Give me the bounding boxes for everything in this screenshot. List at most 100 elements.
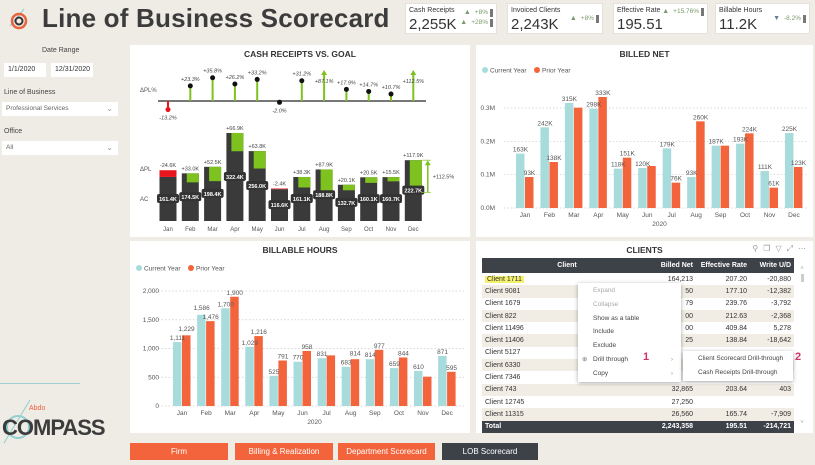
current-year-bar bbox=[438, 355, 447, 406]
column-header[interactable]: Write U/D bbox=[750, 258, 794, 273]
data-label: 831 bbox=[317, 351, 328, 358]
table-row[interactable]: Client 12745 27,250 bbox=[482, 396, 794, 408]
table-cell: -20,880 bbox=[767, 275, 791, 283]
ac-label: 132.7K bbox=[338, 201, 356, 207]
legend-label: Current Year bbox=[490, 68, 527, 75]
current-year-bar bbox=[414, 370, 423, 406]
table-row[interactable]: Client 11315 26,560 165.74 -7,909 bbox=[482, 408, 794, 421]
scrollbar[interactable]: ˄ ˅ bbox=[798, 266, 806, 426]
current-year-bar bbox=[736, 143, 745, 208]
column-header[interactable]: Client bbox=[482, 258, 655, 273]
ac-label-bg bbox=[402, 185, 425, 195]
table-cell: 26,560 bbox=[655, 408, 696, 421]
focus-mode-icon[interactable]: ⤢ bbox=[786, 244, 798, 253]
scroll-thumb[interactable] bbox=[800, 274, 804, 282]
context-menu: Expand Collapse Show as a table Include Excl… bbox=[578, 283, 681, 382]
table-cell: 239.76 bbox=[725, 300, 747, 308]
y-tick-label: 0 bbox=[155, 403, 159, 410]
submenu-item[interactable]: Client Scorecard Drill-through bbox=[683, 352, 793, 366]
menu-item-label: Exclude bbox=[593, 342, 617, 350]
pin-icon[interactable]: ⚲ bbox=[752, 244, 764, 253]
kpi-bar bbox=[701, 8, 704, 16]
scroll-up-icon[interactable]: ˄ bbox=[800, 266, 804, 272]
total-cell: -214,721 bbox=[750, 420, 794, 433]
scroll-down-icon[interactable]: ˅ bbox=[800, 420, 804, 426]
app-logo-icon bbox=[6, 6, 32, 32]
menu-item-expand[interactable]: Expand bbox=[578, 284, 681, 298]
nav-button-department-scorecard[interactable]: Department Scorecard bbox=[338, 443, 435, 460]
prior-year-bar bbox=[302, 350, 311, 406]
table-row[interactable]: Client 1711 164,213 207.20 -20,880 bbox=[482, 273, 794, 285]
ac-label-bg bbox=[380, 194, 402, 204]
billed-net-panel: BILLED NET Current Year Prior Year 0.0M 0.1… bbox=[476, 45, 813, 237]
menu-item-label: Collapse bbox=[593, 300, 619, 308]
kpi-change-value: +28% bbox=[471, 19, 488, 26]
x-tick-label: Feb bbox=[200, 410, 212, 417]
table-row[interactable]: Client 11496 00 409.84 5,278 bbox=[482, 322, 794, 334]
menu-item-exclude[interactable]: Exclude bbox=[578, 339, 681, 353]
ac-label: 116.6K bbox=[271, 203, 288, 209]
kpi-label: Invoiced Clients bbox=[511, 7, 561, 14]
nav-button-lob-scorecard[interactable]: LOB Scorecard bbox=[442, 443, 538, 460]
delta-label: +33.0K bbox=[182, 166, 200, 172]
column-header[interactable]: Billed Net bbox=[655, 258, 696, 273]
menu-item-label: Show as a table bbox=[593, 314, 640, 322]
ac-label: 322.4K bbox=[226, 175, 244, 181]
menu-item-include[interactable]: Include bbox=[578, 325, 681, 339]
month-label: Feb bbox=[185, 227, 196, 233]
menu-item-show-as-a-table[interactable]: Show as a table bbox=[578, 312, 681, 326]
data-label: 1,476 bbox=[202, 314, 219, 321]
ac-label-bg bbox=[157, 193, 179, 203]
kpi-card: Billable Hours 11.2K ▼ -8.2% bbox=[715, 3, 810, 34]
nav-button-billing-realization[interactable]: Billing & Realization bbox=[235, 443, 333, 460]
current-year-bar bbox=[221, 308, 230, 406]
x-tick-label: Feb bbox=[544, 212, 556, 219]
prior-year-bar bbox=[326, 355, 336, 406]
billable-hours-panel: BILLABLE HOURS Current Year Prior Year 0 50… bbox=[130, 241, 470, 433]
data-label: 1,111 bbox=[170, 335, 186, 342]
start-date-input[interactable]: 1/1/2020 bbox=[4, 63, 46, 77]
table-cell: 00 bbox=[685, 324, 693, 332]
column-header[interactable]: Effective Rate bbox=[696, 258, 750, 273]
more-options-icon[interactable]: ⋯ bbox=[798, 244, 811, 253]
copy-icon[interactable]: ❐ bbox=[763, 244, 776, 253]
nav-button-firm[interactable]: Firm bbox=[130, 443, 228, 460]
menu-item-drill-through[interactable]: ⊕ Drill through › bbox=[578, 353, 681, 367]
x-tick-label: Jun bbox=[297, 410, 308, 417]
submenu-item[interactable]: Cash Receipts Drill-through bbox=[683, 366, 793, 380]
current-year-bar bbox=[711, 145, 721, 208]
table-row[interactable]: Client 5127 bbox=[482, 347, 794, 359]
office-dropdown[interactable]: All ⌄ bbox=[2, 141, 118, 155]
data-label: 61K bbox=[768, 181, 780, 188]
triangle-up-icon: ▲ bbox=[463, 9, 471, 16]
delta-box bbox=[342, 184, 355, 191]
kpi-bar bbox=[596, 15, 599, 23]
table-cell: -2,368 bbox=[750, 309, 794, 323]
table-row[interactable]: Client 1679 79 239.76 -3,792 bbox=[482, 298, 794, 310]
table-row[interactable]: Client 7346 bbox=[482, 371, 794, 383]
menu-item-collapse[interactable]: Collapse bbox=[578, 298, 681, 312]
delta-label: +63.8K bbox=[248, 144, 266, 150]
prior-year-bar bbox=[398, 357, 408, 406]
legend-label: Prior Year bbox=[196, 266, 225, 273]
data-label: 315K bbox=[562, 96, 578, 103]
total-cell: Total bbox=[482, 420, 655, 433]
visual-toolbar: ⚲❐▽⤢⋯ bbox=[752, 244, 811, 254]
selected-client[interactable]: Client 1711 bbox=[485, 275, 524, 283]
prior-year-bar bbox=[622, 157, 632, 208]
table-cell: 165.74 bbox=[696, 408, 750, 421]
menu-item-copy[interactable]: Copy › bbox=[578, 367, 681, 381]
delta-box bbox=[298, 177, 311, 188]
x-tick-label: Jan bbox=[177, 410, 188, 417]
current-year-bar bbox=[638, 168, 647, 208]
menu-item-label: Drill through bbox=[593, 355, 629, 363]
end-date-input[interactable]: 12/31/2020 bbox=[51, 63, 93, 77]
data-label: 333K bbox=[595, 90, 611, 97]
table-row[interactable]: Client 743 32,865 203.64 403 bbox=[482, 383, 794, 396]
lob-dropdown[interactable]: Professional Services ⌄ bbox=[2, 102, 118, 116]
data-label: 123K bbox=[791, 160, 807, 167]
prior-year-bar bbox=[720, 145, 730, 208]
filter-icon[interactable]: ▽ bbox=[775, 244, 787, 253]
x-tick-label: Sep bbox=[369, 410, 381, 417]
ac-label: 198.4K bbox=[204, 192, 222, 198]
